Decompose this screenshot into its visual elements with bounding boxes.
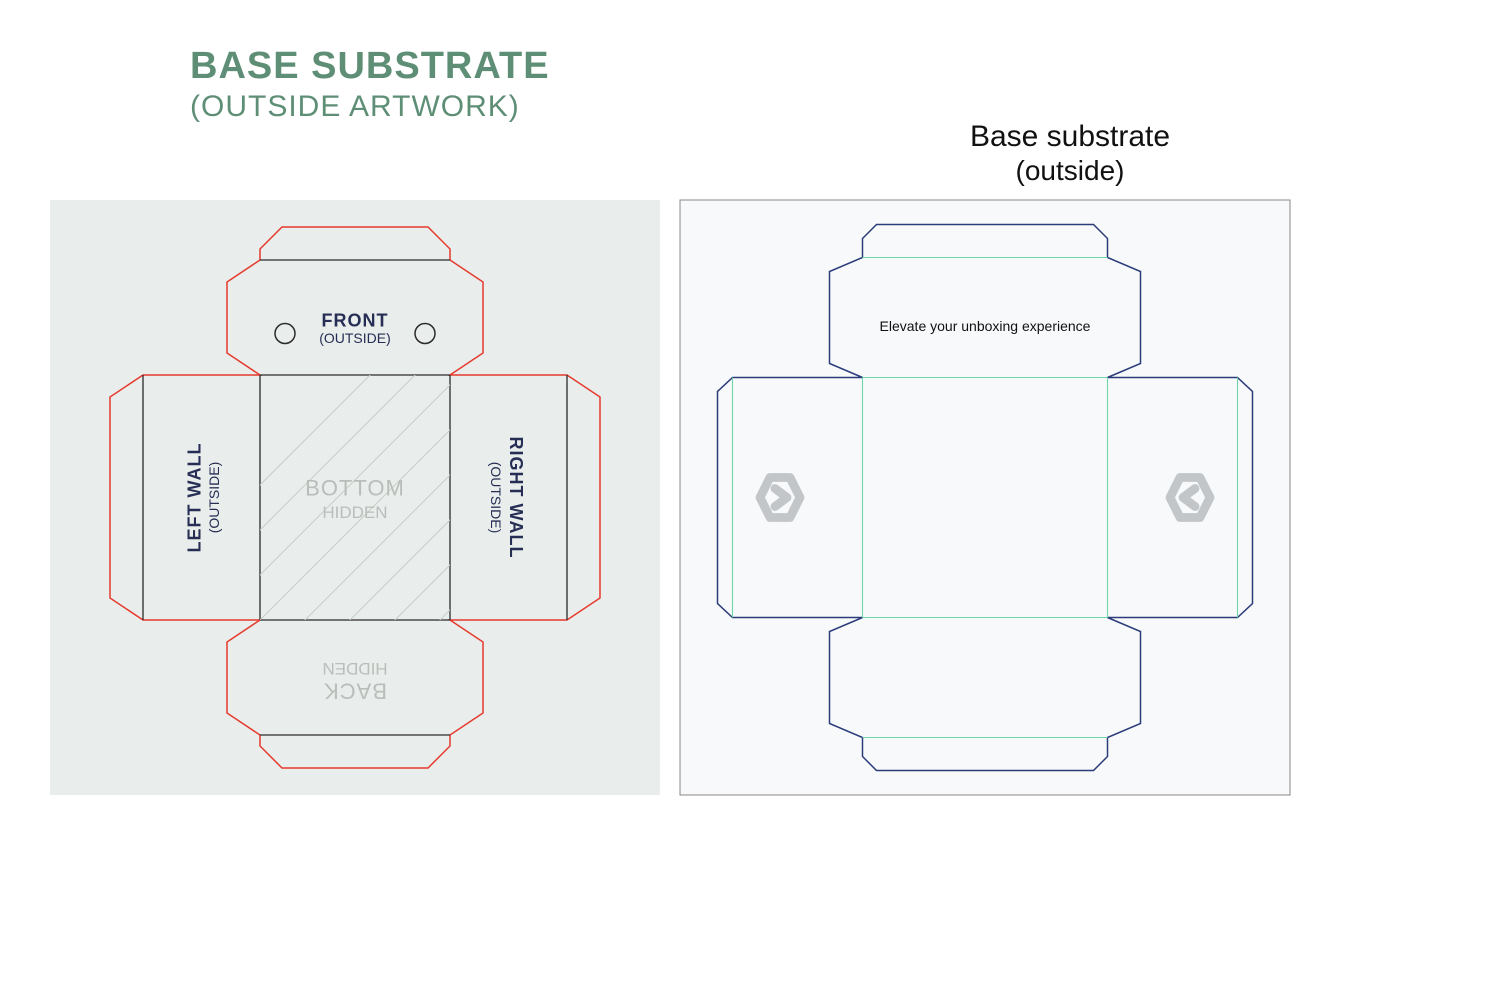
front-sublabel: (OUTSIDE) (319, 330, 391, 346)
right-panel-bg (680, 200, 1290, 795)
back-label: BACK (323, 679, 387, 704)
front-label: FRONT (322, 310, 389, 330)
right-wall-sublabel: (OUTSIDE) (488, 462, 504, 534)
right-wall-label: RIGHT WALL (506, 437, 526, 559)
left-wall-label: LEFT WALL (184, 443, 204, 553)
bottom-sublabel: HIDDEN (322, 503, 387, 522)
left-wall-sublabel: (OUTSIDE) (206, 462, 222, 534)
tagline-text: Elevate your unboxing experience (880, 318, 1091, 334)
back-sublabel: HIDDEN (322, 659, 387, 678)
diagram-canvas: FRONT(OUTSIDE)BOTTOMHIDDENBACKHIDDENLEFT… (0, 0, 1500, 1000)
bottom-label: BOTTOM (305, 475, 405, 500)
